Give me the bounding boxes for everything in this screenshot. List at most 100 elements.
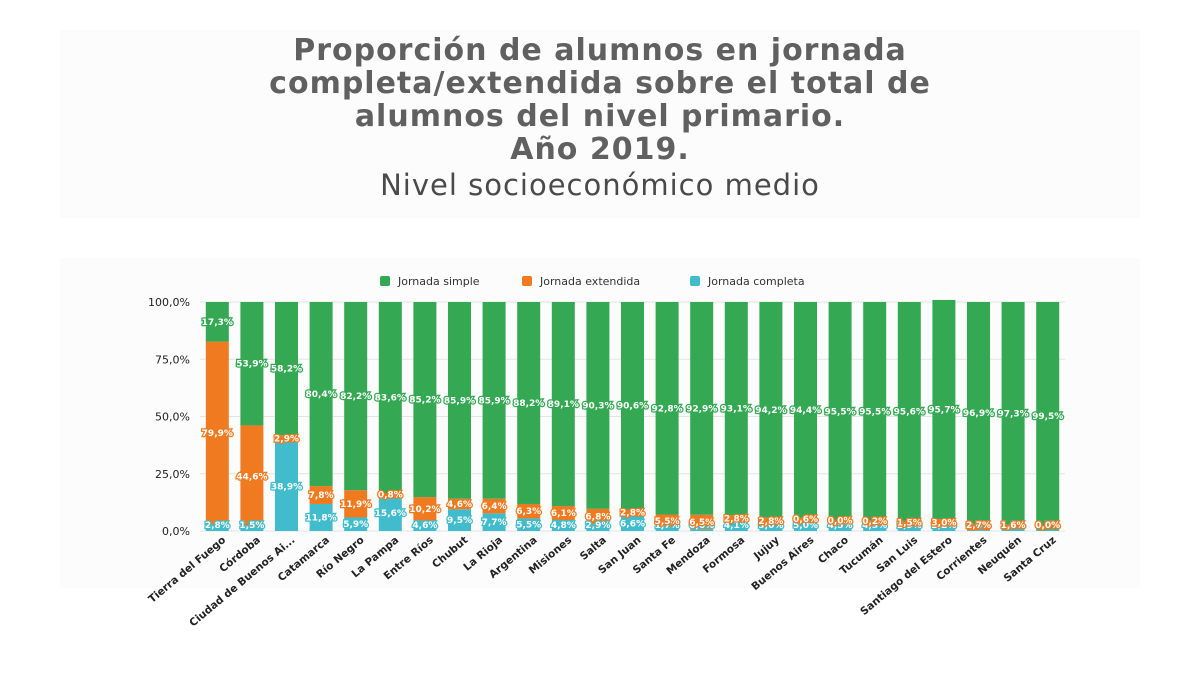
bar-segment — [1036, 302, 1060, 530]
bar-segment — [828, 520, 852, 531]
data-label: 11,8% — [305, 513, 336, 523]
chart-subtitle: Nivel socioeconómico medio — [380, 168, 820, 202]
bar-segment — [551, 506, 575, 521]
data-label: 4,6% — [447, 500, 472, 510]
y-axis: 0,0% 25,0% 50,0% 75,0% 100,0% — [148, 296, 190, 538]
legend-swatch — [690, 276, 700, 286]
data-label: 89,1% — [548, 400, 579, 410]
data-labels: 2,8% 79,9% 17,3% 1,5% 44,6% 53,9% 38,9% 2,9% 58,… — [200, 317, 1064, 533]
bar-segment — [517, 503, 541, 519]
y-tick-label: 75,0% — [155, 353, 190, 366]
bar-segment — [932, 519, 956, 526]
bar-segment — [309, 486, 333, 504]
bar-segment — [724, 521, 748, 531]
y-tick-label: 100,0% — [148, 296, 190, 309]
bar-segment — [967, 302, 990, 524]
bar-segment — [517, 518, 541, 531]
bar-segment — [828, 302, 852, 521]
data-label: 11,9% — [340, 500, 371, 510]
data-label: 4,1% — [724, 521, 749, 531]
data-label: 95,5% — [824, 407, 855, 417]
bar-segment — [413, 302, 437, 498]
data-label: 3,0% — [931, 519, 956, 529]
bar-segment — [724, 515, 748, 522]
data-label: 4,6% — [412, 521, 437, 531]
bar-segment — [863, 521, 887, 531]
legend-label: Jornada simple — [397, 275, 480, 288]
bar-segment — [344, 490, 368, 518]
data-label: 6,5% — [689, 518, 714, 528]
bar-segment — [517, 302, 541, 504]
data-label: 7,7% — [482, 518, 507, 528]
data-label: 2,8% — [724, 514, 749, 524]
bar-segment — [1036, 529, 1060, 531]
legend: Jornada simple Jornada extendida Jornada c… — [380, 275, 805, 288]
bar-segment — [794, 519, 817, 531]
title-line-2: completa/extendida sobre el total de — [269, 66, 931, 101]
data-label: 4,8% — [551, 521, 576, 531]
bar-segment — [1001, 524, 1025, 529]
bar-segment — [482, 513, 506, 531]
data-label: 5,9% — [343, 520, 368, 530]
bar-segment — [448, 302, 471, 499]
x-tick-label: Salta — [578, 534, 609, 563]
bar-segment — [932, 299, 956, 520]
bar-segment — [275, 302, 298, 436]
bar-segment — [1001, 302, 1025, 525]
bar-segment — [897, 524, 921, 531]
bar-segment — [240, 302, 264, 426]
data-label: 0,6% — [689, 521, 714, 531]
y-tick-label: 25,0% — [155, 468, 190, 481]
bar-segment — [275, 441, 298, 531]
bar-segment — [309, 302, 333, 487]
bar-segment — [586, 508, 610, 525]
bar-segment — [897, 302, 921, 521]
bar-segment — [759, 524, 783, 531]
legend-label: Jornada extendida — [539, 275, 640, 288]
data-label: 99,5% — [1032, 412, 1063, 422]
data-label: 0,4% — [966, 521, 991, 531]
bar-segment — [551, 520, 575, 531]
bar-segment — [240, 425, 264, 528]
data-label: 90,3% — [582, 401, 613, 411]
title-panel — [60, 30, 1140, 218]
data-label: 90,6% — [617, 402, 648, 412]
data-label: 0,6% — [793, 515, 818, 525]
data-label: 79,9% — [202, 429, 233, 439]
data-label: 10,2% — [409, 505, 440, 515]
data-label: 0,0% — [1035, 521, 1060, 531]
data-label: 5,0% — [793, 521, 818, 531]
legend-swatch — [380, 276, 390, 286]
data-label: 85,9% — [444, 396, 475, 406]
bar-segment — [759, 517, 783, 525]
data-label: 4,3% — [862, 521, 887, 531]
bar-segment — [586, 302, 610, 509]
bar-segment — [240, 527, 264, 531]
data-label: 95,5% — [859, 407, 890, 417]
bars — [205, 299, 1060, 531]
data-label: 2,8% — [620, 509, 645, 519]
bar-segment — [794, 518, 817, 520]
bar-segment — [967, 523, 990, 531]
data-label: 94,4% — [790, 406, 821, 416]
bar-segment — [482, 302, 506, 499]
y-tick-label: 0,0% — [162, 525, 190, 538]
data-label: 92,9% — [686, 404, 717, 414]
bar-segment — [690, 529, 714, 531]
data-label: 2,7% — [966, 521, 991, 531]
data-label: 6,6% — [620, 519, 645, 529]
bar-segment — [724, 302, 748, 516]
bar-segment — [413, 497, 437, 521]
data-label: 97,3% — [997, 409, 1028, 419]
bar-segment — [448, 509, 471, 531]
data-label: 15,6% — [375, 509, 406, 519]
bar-segment — [1001, 528, 1025, 531]
legend-label: Jornada completa — [707, 275, 805, 288]
bar-segment — [690, 302, 714, 515]
bar-segment — [205, 302, 229, 342]
data-label: 85,9% — [478, 396, 509, 406]
bar-segment — [690, 514, 714, 530]
data-label: 6,4% — [482, 502, 507, 512]
